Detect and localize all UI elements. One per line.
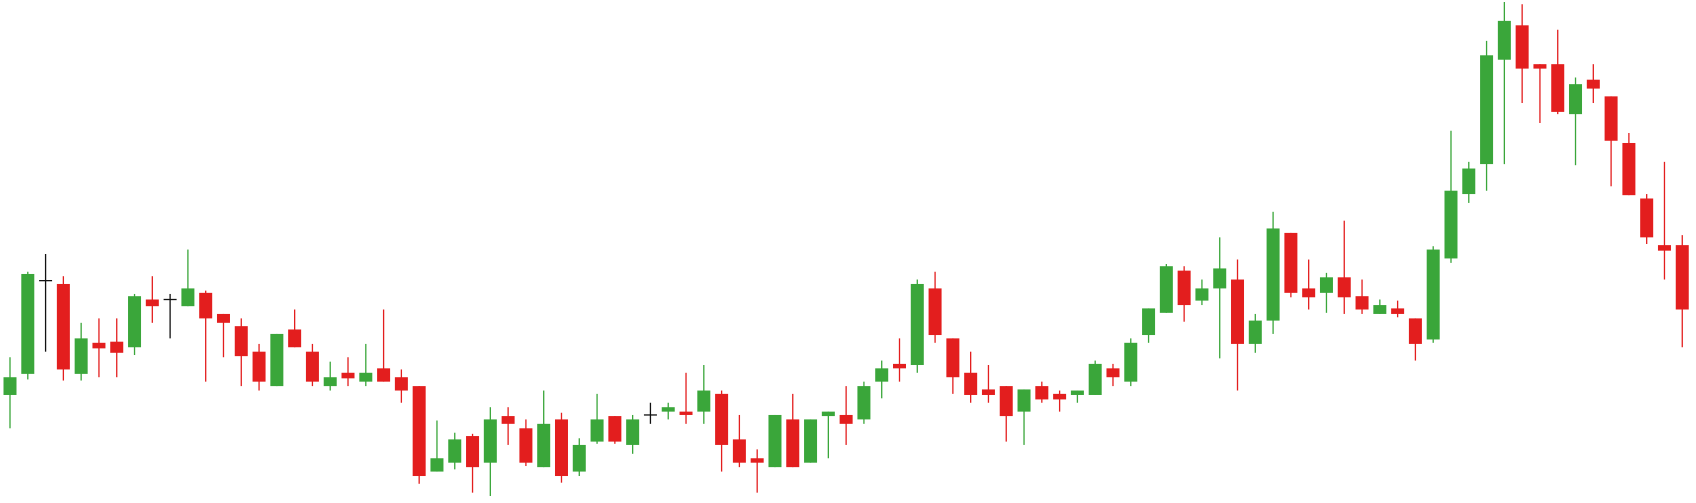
candle-body <box>537 423 551 468</box>
candle-body <box>893 363 906 369</box>
candle-body <box>786 419 800 468</box>
candle-body <box>1088 363 1102 395</box>
candle-body <box>110 341 124 353</box>
candle-body <box>252 351 266 382</box>
candle-body <box>145 299 159 307</box>
candle-body <box>750 458 764 463</box>
candle-body <box>1177 270 1191 306</box>
candle-body <box>1640 198 1654 238</box>
candle-body <box>1480 55 1494 165</box>
candle-body <box>1231 279 1245 344</box>
candle-body <box>501 416 515 424</box>
candle-body <box>234 326 248 357</box>
candle-body <box>732 439 746 463</box>
candle-body <box>288 329 302 348</box>
candle-body <box>341 372 355 379</box>
candle-body <box>216 313 230 323</box>
candle-body <box>1657 245 1671 251</box>
candle-body <box>21 273 35 374</box>
candle-body <box>946 338 960 378</box>
candle-body <box>1533 64 1547 69</box>
candle-body <box>1622 142 1636 196</box>
candle-body <box>1604 96 1618 141</box>
candle-body <box>74 338 88 374</box>
candle-body <box>1319 277 1333 293</box>
candle-body <box>323 377 337 387</box>
candle-body <box>857 386 871 420</box>
candle-body <box>661 407 675 412</box>
candle-body <box>1462 168 1476 195</box>
candle-body <box>1337 277 1351 298</box>
candle-body <box>821 411 835 417</box>
candle-body <box>199 292 213 319</box>
candle-body <box>1515 25 1529 69</box>
candle-body <box>3 377 17 395</box>
candle-body <box>483 419 497 463</box>
candle-body <box>697 390 711 412</box>
candle-body <box>626 419 640 445</box>
candle-body <box>1213 268 1227 289</box>
candle-body <box>1142 308 1156 336</box>
candle-body <box>1106 368 1120 378</box>
candle-body <box>359 372 373 382</box>
candle-body <box>572 444 586 472</box>
candle-body <box>1035 386 1049 400</box>
candle-body <box>1586 79 1600 89</box>
candle-body <box>608 416 622 442</box>
candle-body <box>270 333 284 387</box>
candle-body <box>394 377 408 391</box>
candle-body <box>1302 288 1316 298</box>
candle-body <box>679 411 693 415</box>
candle-body <box>430 458 444 472</box>
candle-body <box>981 389 995 395</box>
candle-body <box>1444 190 1458 259</box>
candle-body <box>1373 305 1387 314</box>
candle-body <box>554 419 568 477</box>
candle-body <box>839 414 853 424</box>
candle-body <box>1426 249 1440 340</box>
candle-body <box>1391 308 1405 314</box>
candle-body <box>1159 266 1173 313</box>
candle-body <box>92 342 106 349</box>
candle-body <box>1408 318 1422 344</box>
candle-body <box>466 436 480 468</box>
candle-body <box>804 419 818 463</box>
candle-body <box>590 419 604 442</box>
candle-body <box>1497 20 1511 60</box>
candle-body <box>768 414 782 468</box>
candle-body <box>448 439 462 463</box>
candle-body <box>1266 228 1280 321</box>
candle-body <box>1195 288 1209 301</box>
candle-body <box>377 368 391 382</box>
candle-body <box>1053 393 1067 400</box>
candle-body <box>715 393 729 445</box>
candle-body <box>1124 342 1138 382</box>
candle-body <box>412 386 426 477</box>
candle-body <box>1017 389 1031 412</box>
candle-body <box>928 288 942 336</box>
candle-body <box>964 372 978 395</box>
candle-body <box>1070 390 1084 395</box>
candle-body <box>999 386 1013 417</box>
candle-body <box>875 368 889 382</box>
candle-body <box>181 288 195 307</box>
candle-body <box>1355 296 1369 310</box>
candle-body <box>1284 232 1298 293</box>
candle-body <box>1675 245 1689 310</box>
candle-body <box>1569 84 1583 115</box>
candle-body <box>128 296 142 348</box>
candle-body <box>56 283 70 370</box>
candle-body <box>910 283 924 366</box>
candle-body <box>1551 64 1565 112</box>
candle-body <box>305 351 319 382</box>
candle-body <box>1248 320 1262 344</box>
candle-body <box>519 428 533 463</box>
